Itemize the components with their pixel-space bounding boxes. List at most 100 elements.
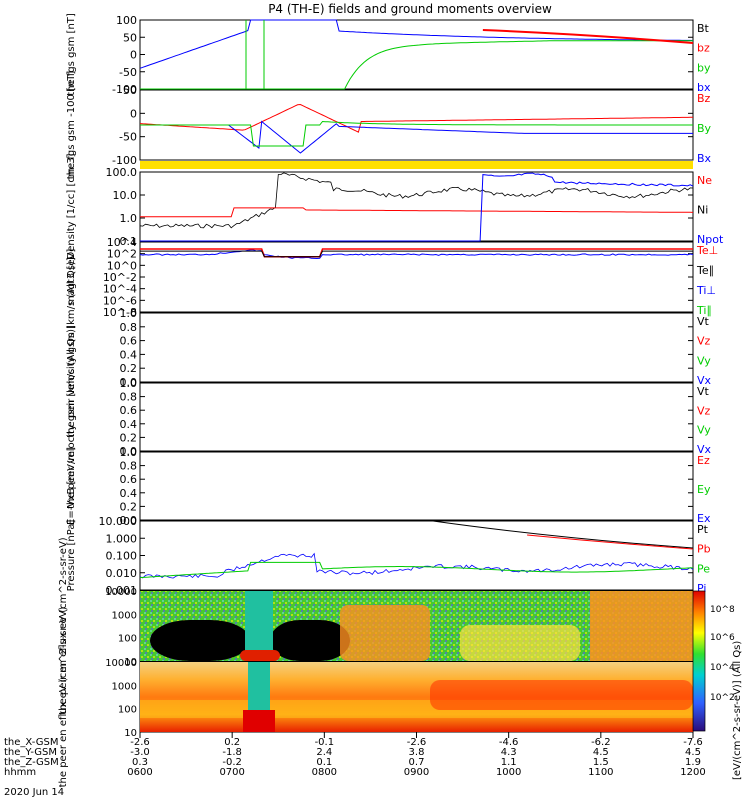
y-tick-label: 100.0 xyxy=(106,166,138,179)
y-axis-label: E=-VxB [mV/m] xyxy=(66,447,77,525)
x-row-label: the_X-GSM xyxy=(4,737,58,748)
y-tick-label: 1.0 xyxy=(120,212,138,225)
x-tick-label: 3.8 xyxy=(409,747,425,758)
y-tick-label: 0.6 xyxy=(120,335,138,348)
y-tick-label: 0.001 xyxy=(106,584,138,597)
y-tick-label: 10.0 xyxy=(113,189,138,202)
y-tick-label: 50 xyxy=(123,31,137,44)
legend-entry: Ez xyxy=(697,454,710,467)
traces xyxy=(139,19,694,579)
x-tick-label: 0600 xyxy=(127,767,152,778)
colorbar-tick: 10^4 xyxy=(710,663,735,673)
x-row-label: the_Y-GSM xyxy=(4,747,57,758)
legend-entry: Pe xyxy=(697,562,710,575)
x-tick-label: 1.1 xyxy=(501,757,517,768)
legend-entry: Vx xyxy=(697,374,712,387)
colorbar-label: [eV/(cm^2-s-sr-eV)] (All Qs) xyxy=(732,641,743,780)
x-tick-label: -0.1 xyxy=(315,737,335,748)
panel-frame xyxy=(139,520,694,591)
y-tick-label: 100 xyxy=(116,14,137,27)
panel-frame xyxy=(139,312,694,383)
trace-Pe xyxy=(139,561,694,579)
y-tick-label: 0 xyxy=(130,107,137,120)
panel-frame xyxy=(139,451,694,521)
trace-bx xyxy=(139,19,694,69)
legend-entry: Vy xyxy=(697,354,711,367)
y-axis-label: magt3 [eV] xyxy=(66,249,77,306)
y-tick-label: 10000 xyxy=(105,587,137,598)
colorbar-tick: 10^2 xyxy=(710,693,735,703)
x-tick-label: 1200 xyxy=(680,767,705,778)
y-tick-label: 0 xyxy=(130,49,137,62)
legend-entry: Te⊥ xyxy=(696,244,718,257)
x-tick-label: 0900 xyxy=(404,767,429,778)
trace-Bx xyxy=(140,120,693,154)
y-tick-label: 10 xyxy=(124,657,137,668)
colorbar-tick: 10^6 xyxy=(710,633,735,643)
y-tick-label: 0.0 xyxy=(120,445,138,458)
legend-entry: Vy xyxy=(697,424,711,437)
y-tick-label: -100 xyxy=(112,83,137,96)
y-tick-label: 10.000 xyxy=(99,515,138,528)
y-tick-label: 0.100 xyxy=(106,550,138,563)
x-tick-label: 0.2 xyxy=(224,737,240,748)
legend-entry: Bz xyxy=(697,92,711,105)
y-axis-label: Density [1/cc] [cm-3] xyxy=(66,153,77,259)
y-tick-label: 100 xyxy=(118,634,137,645)
trace-bz xyxy=(482,29,694,44)
y-tick-label: 1000 xyxy=(112,681,137,692)
panel-frame xyxy=(139,171,694,242)
panel-frame xyxy=(139,382,694,452)
y-tick-label: 0.1 xyxy=(120,235,138,248)
legend-entry: bx xyxy=(697,81,711,94)
x-row-label: the_Z-GSM xyxy=(4,757,59,768)
y-tick-label: 0.8 xyxy=(120,460,138,473)
date-label: 2020 Jun 14 xyxy=(4,787,64,798)
legend-entry: Npot xyxy=(697,233,724,246)
x-row-label: hhmm xyxy=(4,767,36,778)
legend-entry: Pb xyxy=(697,543,711,556)
legend-entry: Vx xyxy=(697,443,712,456)
y-tick-label: 0.8 xyxy=(120,321,138,334)
legend-entry: Vz xyxy=(697,335,711,348)
y-tick-label: 10^-8 xyxy=(103,306,137,319)
y-tick-label: 0.4 xyxy=(120,487,138,500)
y-tick-label: 0.0 xyxy=(120,376,138,389)
legend-entry: Ex xyxy=(697,512,711,525)
time-axis: -2.6-3.00.306000.2-1.8-0.20700-0.12.40.1… xyxy=(4,732,706,798)
legend-entry: Vz xyxy=(697,404,711,417)
x-tick-label: -7.6 xyxy=(683,737,703,748)
legend-entry: Vt xyxy=(697,385,710,398)
legend-entry: Pt xyxy=(697,523,709,536)
y-tick-label: 10^-6 xyxy=(103,294,137,307)
x-tick-label: 1.5 xyxy=(593,757,609,768)
y-tick-label: 10^4 xyxy=(107,236,137,249)
legend-entry: Bx xyxy=(697,152,712,165)
trace-Ni xyxy=(139,172,694,229)
trace-Pb xyxy=(527,534,694,550)
x-tick-label: 0.7 xyxy=(409,757,425,768)
trace-Npot xyxy=(140,172,694,242)
y-tick-label: 0.2 xyxy=(120,362,138,375)
y-tick-label: 10^-4 xyxy=(103,283,137,296)
x-tick-label: 4.5 xyxy=(685,747,701,758)
x-tick-label: 1000 xyxy=(496,767,521,778)
trace-Ne xyxy=(140,207,694,218)
y-tick-label: 0.2 xyxy=(120,500,138,513)
trace-Te xyxy=(140,248,693,258)
y-tick-label: 0.6 xyxy=(120,473,138,486)
y-tick-label: 0.4 xyxy=(120,348,138,361)
y-axis-label: the peir en eflux eV (cm^2-s-sr-eV) xyxy=(58,537,69,714)
x-tick-label: -2.6 xyxy=(130,737,150,748)
panel-frame xyxy=(139,19,694,90)
y-axis-label: the fgs gsm -100 [nT] xyxy=(66,71,77,180)
peer-spectrogram-image xyxy=(140,662,693,732)
trace-By xyxy=(140,120,693,147)
x-tick-label: 0700 xyxy=(219,767,244,778)
x-tick-label: 0800 xyxy=(312,767,337,778)
legend-entry: by xyxy=(697,61,711,74)
y-tick-label: 0.2 xyxy=(120,431,138,444)
trace-Bz xyxy=(139,103,693,133)
legend-entry: bz xyxy=(697,42,710,55)
trace-Pt xyxy=(433,520,694,549)
